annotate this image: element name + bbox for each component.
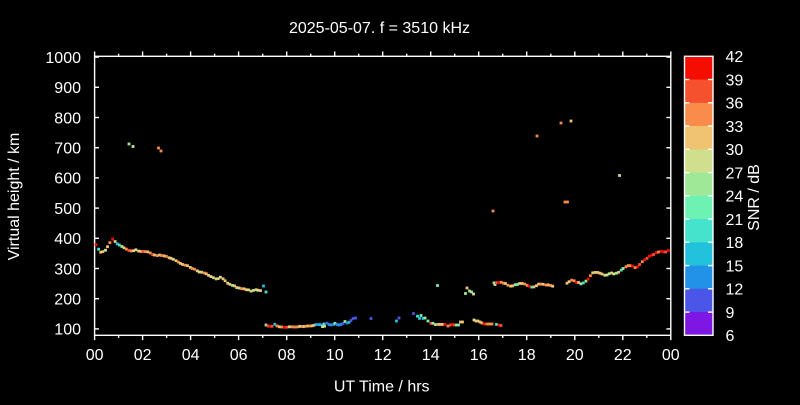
svg-text:22: 22 <box>614 347 632 364</box>
svg-text:33: 33 <box>726 119 744 136</box>
svg-text:16: 16 <box>470 347 488 364</box>
svg-text:18: 18 <box>726 235 744 252</box>
svg-text:600: 600 <box>54 171 81 188</box>
svg-text:14: 14 <box>422 347 440 364</box>
svg-text:27: 27 <box>726 165 744 182</box>
svg-text:Virtual height / km: Virtual height / km <box>6 133 23 261</box>
svg-text:500: 500 <box>54 201 81 218</box>
svg-text:06: 06 <box>230 347 248 364</box>
svg-text:10: 10 <box>326 347 344 364</box>
svg-text:24: 24 <box>726 189 744 206</box>
svg-text:02: 02 <box>134 347 152 364</box>
svg-text:SNR / dB: SNR / dB <box>746 164 763 231</box>
svg-text:400: 400 <box>54 231 81 248</box>
svg-text:42: 42 <box>726 49 744 66</box>
svg-text:39: 39 <box>726 72 744 89</box>
svg-text:12: 12 <box>726 282 744 299</box>
svg-text:00: 00 <box>662 347 680 364</box>
svg-text:700: 700 <box>54 141 81 158</box>
svg-text:100: 100 <box>54 322 81 339</box>
svg-text:21: 21 <box>726 212 744 229</box>
svg-text:12: 12 <box>374 347 392 364</box>
svg-text:900: 900 <box>54 80 81 97</box>
svg-text:300: 300 <box>54 261 81 278</box>
svg-text:36: 36 <box>726 96 744 113</box>
svg-text:6: 6 <box>726 328 735 345</box>
svg-text:18: 18 <box>518 347 536 364</box>
svg-text:UT Time / hrs: UT Time / hrs <box>334 379 430 396</box>
svg-text:00: 00 <box>86 347 104 364</box>
svg-text:15: 15 <box>726 258 744 275</box>
svg-text:04: 04 <box>182 347 200 364</box>
svg-text:1000: 1000 <box>45 50 81 67</box>
svg-text:2025-05-07. f = 3510 kHz: 2025-05-07. f = 3510 kHz <box>289 20 470 37</box>
svg-text:200: 200 <box>54 292 81 309</box>
svg-text:20: 20 <box>566 347 584 364</box>
svg-text:9: 9 <box>726 305 735 322</box>
svg-text:30: 30 <box>726 142 744 159</box>
svg-text:08: 08 <box>278 347 296 364</box>
svg-text:800: 800 <box>54 110 81 127</box>
